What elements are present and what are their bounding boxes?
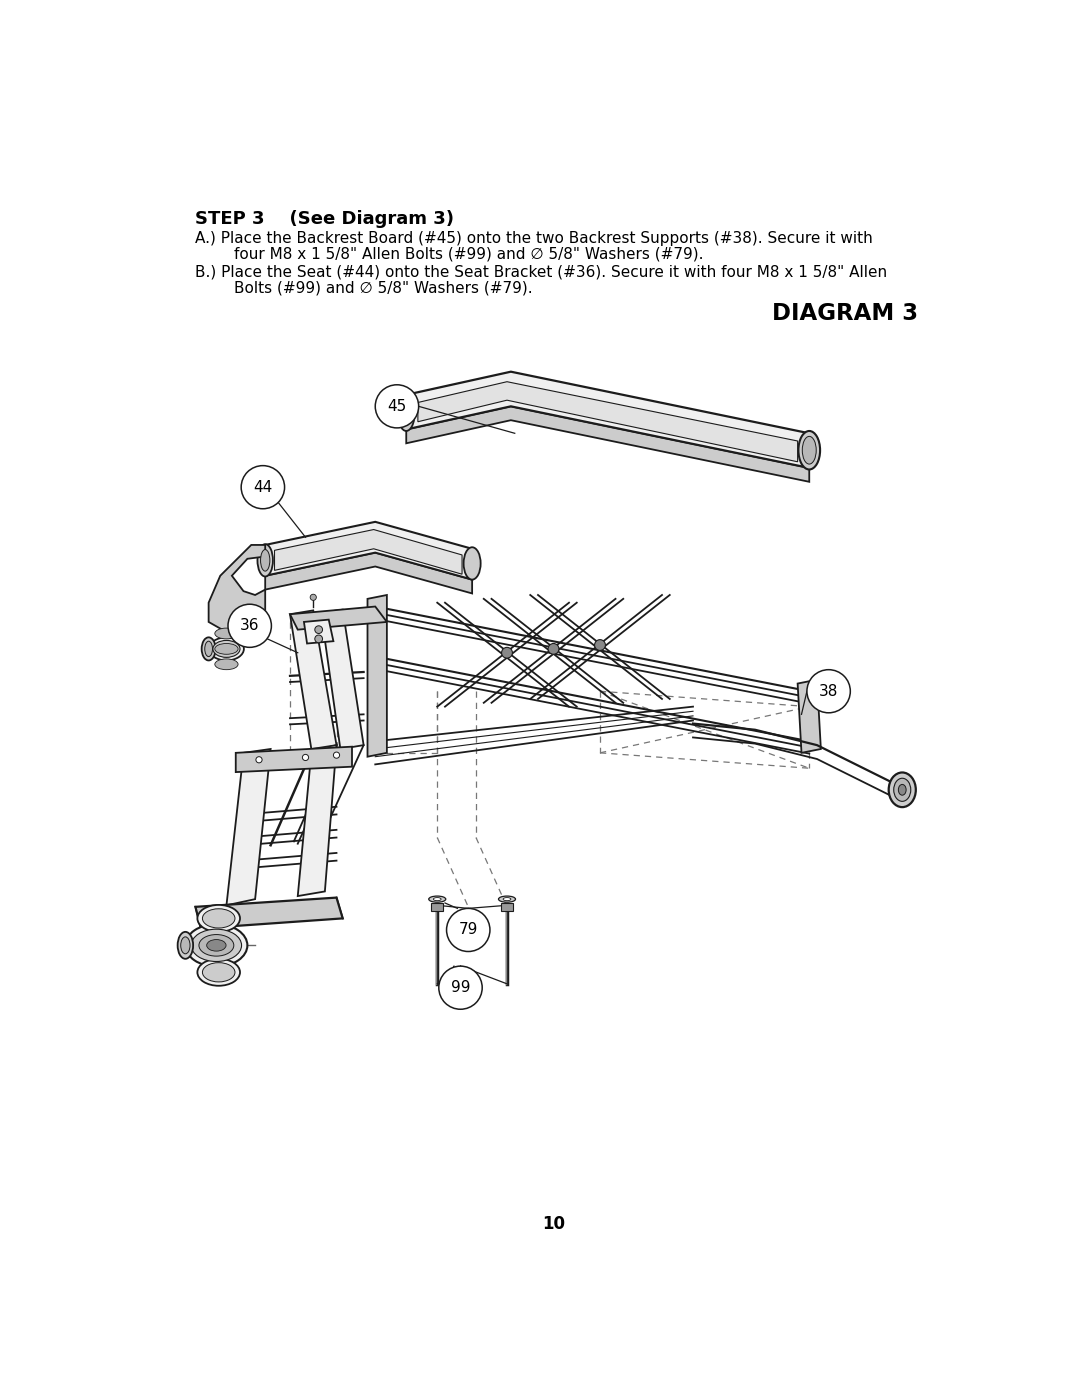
Circle shape bbox=[302, 754, 309, 760]
Text: 99: 99 bbox=[450, 981, 470, 995]
Circle shape bbox=[548, 644, 559, 654]
Ellipse shape bbox=[503, 898, 511, 901]
Circle shape bbox=[595, 640, 606, 651]
Polygon shape bbox=[235, 746, 352, 773]
Text: 45: 45 bbox=[388, 398, 406, 414]
Ellipse shape bbox=[191, 929, 242, 961]
Circle shape bbox=[501, 647, 512, 658]
Circle shape bbox=[310, 594, 316, 601]
Polygon shape bbox=[227, 749, 271, 905]
Ellipse shape bbox=[899, 784, 906, 795]
Text: Bolts (#99) and ∅ 5/8" Washers (#79).: Bolts (#99) and ∅ 5/8" Washers (#79). bbox=[195, 279, 534, 295]
Circle shape bbox=[334, 752, 339, 759]
Ellipse shape bbox=[213, 640, 240, 658]
Polygon shape bbox=[406, 372, 809, 468]
Polygon shape bbox=[208, 545, 266, 637]
Ellipse shape bbox=[257, 545, 273, 577]
Ellipse shape bbox=[177, 932, 193, 958]
Polygon shape bbox=[266, 522, 472, 580]
Ellipse shape bbox=[889, 773, 916, 807]
Ellipse shape bbox=[429, 895, 446, 902]
Ellipse shape bbox=[798, 432, 820, 469]
Ellipse shape bbox=[215, 629, 238, 638]
Ellipse shape bbox=[202, 963, 235, 982]
Ellipse shape bbox=[206, 940, 226, 951]
Circle shape bbox=[314, 626, 323, 633]
Ellipse shape bbox=[205, 641, 213, 657]
Polygon shape bbox=[431, 902, 444, 911]
Ellipse shape bbox=[210, 637, 244, 661]
Ellipse shape bbox=[198, 958, 240, 986]
Text: A.) Place the Backrest Board (#45) onto the two Backrest Supports (#38). Secure : A.) Place the Backrest Board (#45) onto … bbox=[195, 231, 874, 246]
Ellipse shape bbox=[397, 394, 415, 432]
Text: 38: 38 bbox=[819, 683, 838, 698]
Ellipse shape bbox=[463, 548, 481, 580]
Ellipse shape bbox=[198, 905, 240, 932]
Circle shape bbox=[241, 465, 284, 509]
Circle shape bbox=[228, 605, 271, 647]
Polygon shape bbox=[195, 898, 342, 929]
Text: four M8 x 1 5/8" Allen Bolts (#99) and ∅ 5/8" Washers (#79).: four M8 x 1 5/8" Allen Bolts (#99) and ∅… bbox=[195, 246, 704, 261]
Ellipse shape bbox=[215, 644, 238, 654]
Polygon shape bbox=[501, 902, 513, 911]
Circle shape bbox=[438, 967, 482, 1009]
Text: 10: 10 bbox=[542, 1215, 565, 1232]
Ellipse shape bbox=[186, 925, 247, 967]
Ellipse shape bbox=[401, 400, 411, 426]
Text: 44: 44 bbox=[253, 479, 272, 495]
Circle shape bbox=[314, 636, 323, 643]
Ellipse shape bbox=[802, 436, 816, 464]
Circle shape bbox=[446, 908, 490, 951]
Ellipse shape bbox=[180, 937, 190, 954]
Polygon shape bbox=[298, 745, 337, 895]
Text: 36: 36 bbox=[240, 619, 259, 633]
Text: DIAGRAM 3: DIAGRAM 3 bbox=[771, 302, 918, 326]
Circle shape bbox=[256, 757, 262, 763]
Ellipse shape bbox=[433, 898, 441, 901]
Ellipse shape bbox=[499, 895, 515, 902]
Polygon shape bbox=[418, 381, 798, 462]
Circle shape bbox=[375, 384, 419, 427]
Polygon shape bbox=[406, 407, 809, 482]
Ellipse shape bbox=[260, 549, 270, 571]
Polygon shape bbox=[291, 610, 337, 752]
Ellipse shape bbox=[202, 637, 216, 661]
Text: 79: 79 bbox=[459, 922, 478, 937]
Text: STEP 3    (See Diagram 3): STEP 3 (See Diagram 3) bbox=[195, 210, 455, 228]
Ellipse shape bbox=[202, 909, 235, 928]
Ellipse shape bbox=[894, 778, 910, 802]
Polygon shape bbox=[274, 529, 462, 574]
Polygon shape bbox=[321, 609, 364, 749]
Polygon shape bbox=[291, 606, 387, 630]
Polygon shape bbox=[266, 553, 472, 594]
Text: B.) Place the Seat (#44) onto the Seat Bracket (#36). Secure it with four M8 x 1: B.) Place the Seat (#44) onto the Seat B… bbox=[195, 264, 888, 279]
Polygon shape bbox=[367, 595, 387, 757]
Ellipse shape bbox=[215, 659, 238, 669]
Polygon shape bbox=[798, 680, 821, 753]
Polygon shape bbox=[303, 620, 334, 644]
Ellipse shape bbox=[199, 935, 233, 956]
Circle shape bbox=[807, 669, 850, 712]
